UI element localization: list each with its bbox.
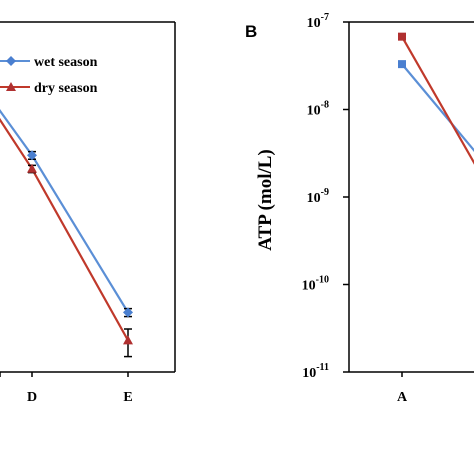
panel-a-x-tick-label-d: D <box>27 390 37 405</box>
panel-b-marker-wet-a <box>398 60 406 69</box>
legend-wet-label: wet season <box>34 55 98 70</box>
panel-a-marker-dry-e <box>123 335 133 345</box>
panel-b-marker-dry-a <box>398 32 406 41</box>
panel-b-series-line-dry <box>401 36 474 165</box>
legend-dry-label: dry season <box>34 81 98 96</box>
panel-b-series-line-wet <box>401 63 474 153</box>
panel-a: D E wet season dry season <box>0 21 176 405</box>
panel-b-series-group <box>398 32 474 165</box>
panel-b-y-tick-label-3: 10-10 <box>302 275 329 294</box>
panel-a-marker-dry-d <box>27 163 37 173</box>
panel-b-y-tick-label-2: 10-9 <box>307 187 329 206</box>
panel-a-x-tick-label-e: E <box>123 390 132 405</box>
panel-b-letter: B <box>245 22 257 41</box>
panel-a-series-group <box>0 108 133 358</box>
panel-b-y-axis-title: ATP (mol/L) <box>255 149 276 251</box>
panel-b-y-ticks: 10-7 10-8 10-9 10-10 10-11 <box>302 12 349 381</box>
panel-b-x-tick-label-a: A <box>397 390 408 405</box>
panel-b-y-tick-label-1: 10-8 <box>307 100 329 119</box>
panel-a-marker-wet-e <box>123 307 133 318</box>
panel-b-y-tick-label-4: 10-11 <box>302 362 329 381</box>
panel-b-y-tick-label-0: 10-7 <box>307 12 329 31</box>
legend-wet-marker <box>6 56 16 66</box>
legend-dry-marker <box>6 82 16 91</box>
panel-a-legend: wet season dry season <box>0 55 98 96</box>
panel-b: B ATP (mol/L) A 10-7 10-8 10-9 10-10 10-11 <box>245 12 474 405</box>
panel-a-marker-wet-d <box>27 150 37 161</box>
